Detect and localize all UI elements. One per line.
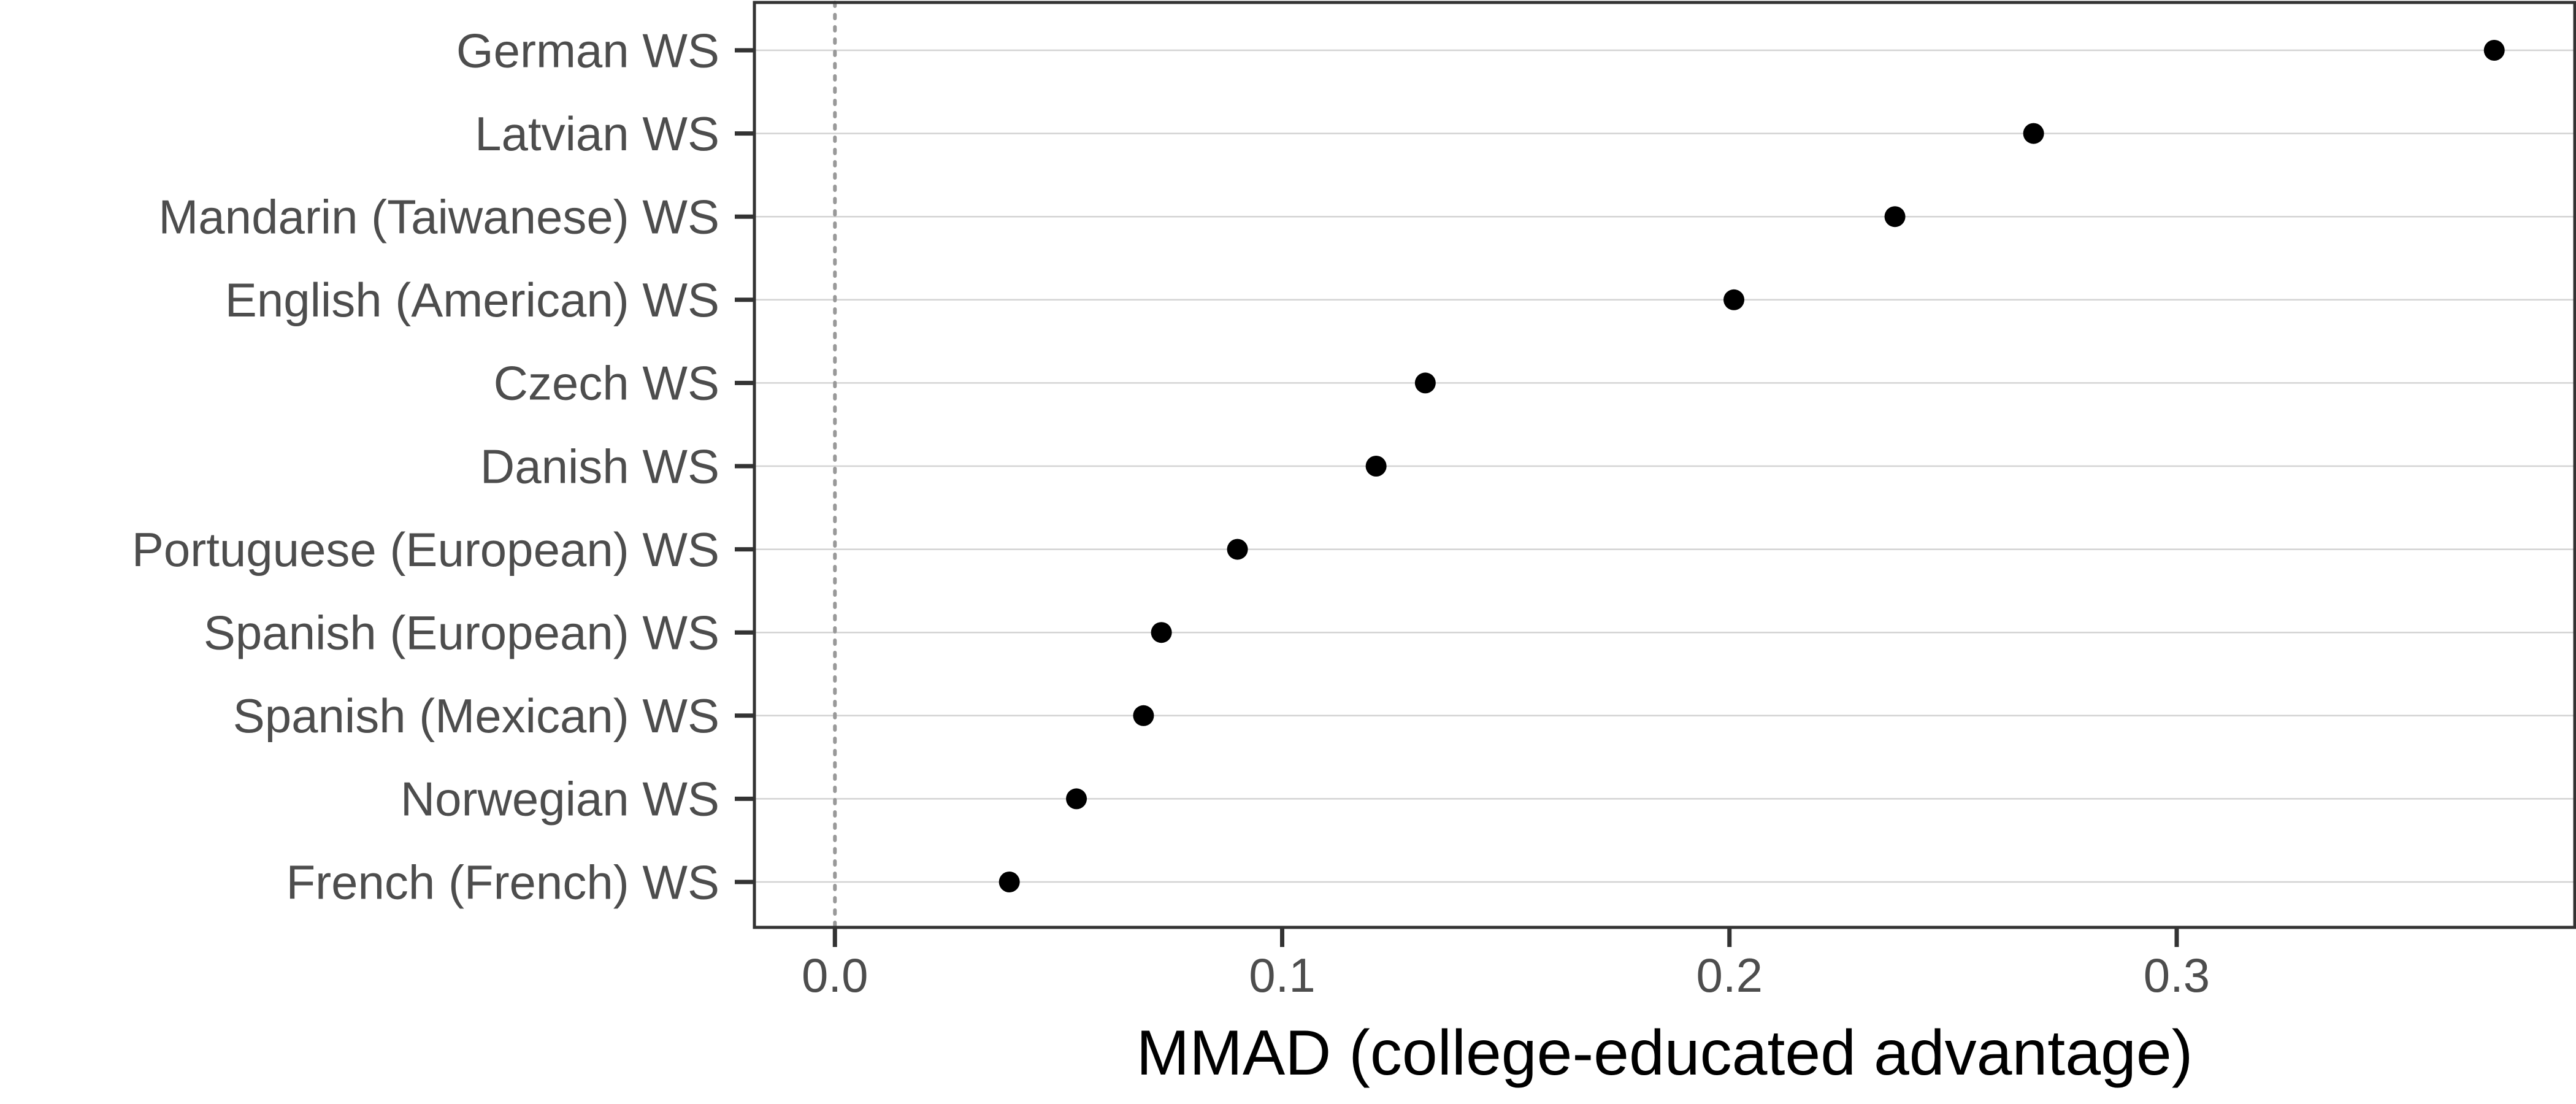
y-tick-label: German WS bbox=[456, 23, 719, 77]
y-tick-label: Latvian WS bbox=[475, 107, 719, 161]
y-tick-label: Danish WS bbox=[480, 439, 719, 493]
y-axis: German WS Latvian WS Mandarin (Taiwanese) … bbox=[132, 23, 754, 909]
x-tick-label: 0.0 bbox=[802, 948, 868, 1002]
x-tick-label: 0.2 bbox=[1696, 948, 1763, 1002]
x-tick-label: 0.3 bbox=[2144, 948, 2210, 1002]
y-tick-label: Norwegian WS bbox=[401, 772, 719, 826]
data-point bbox=[1884, 206, 1906, 228]
y-tick-label: Czech WS bbox=[494, 356, 719, 410]
x-axis: 0.0 0.1 0.2 0.3 bbox=[802, 927, 2210, 1002]
data-point bbox=[999, 872, 1020, 892]
y-tick-label: Spanish (European) WS bbox=[204, 606, 719, 660]
data-point bbox=[1365, 456, 1387, 477]
y-tick-label: Spanish (Mexican) WS bbox=[233, 689, 719, 743]
y-tick-label: English (American) WS bbox=[225, 273, 719, 327]
data-point bbox=[1066, 788, 1087, 810]
data-point bbox=[1151, 622, 1172, 643]
gridlines bbox=[754, 49, 2575, 883]
data-point bbox=[1723, 289, 1745, 310]
y-tick-label: French (French) WS bbox=[286, 855, 719, 909]
data-point bbox=[2023, 123, 2044, 144]
y-tick-label: Mandarin (Taiwanese) WS bbox=[158, 190, 719, 244]
plot-frame bbox=[753, 1, 2576, 929]
data-points bbox=[999, 40, 2505, 892]
x-tick-label: 0.1 bbox=[1249, 948, 1315, 1002]
data-point bbox=[1133, 705, 1154, 726]
y-tick-label: Portuguese (European) WS bbox=[132, 523, 719, 577]
data-point bbox=[1227, 539, 1248, 560]
data-point bbox=[2483, 40, 2505, 61]
data-point bbox=[1414, 372, 1436, 394]
x-axis-title: MMAD (college-educated advantage) bbox=[1137, 1018, 2193, 1089]
